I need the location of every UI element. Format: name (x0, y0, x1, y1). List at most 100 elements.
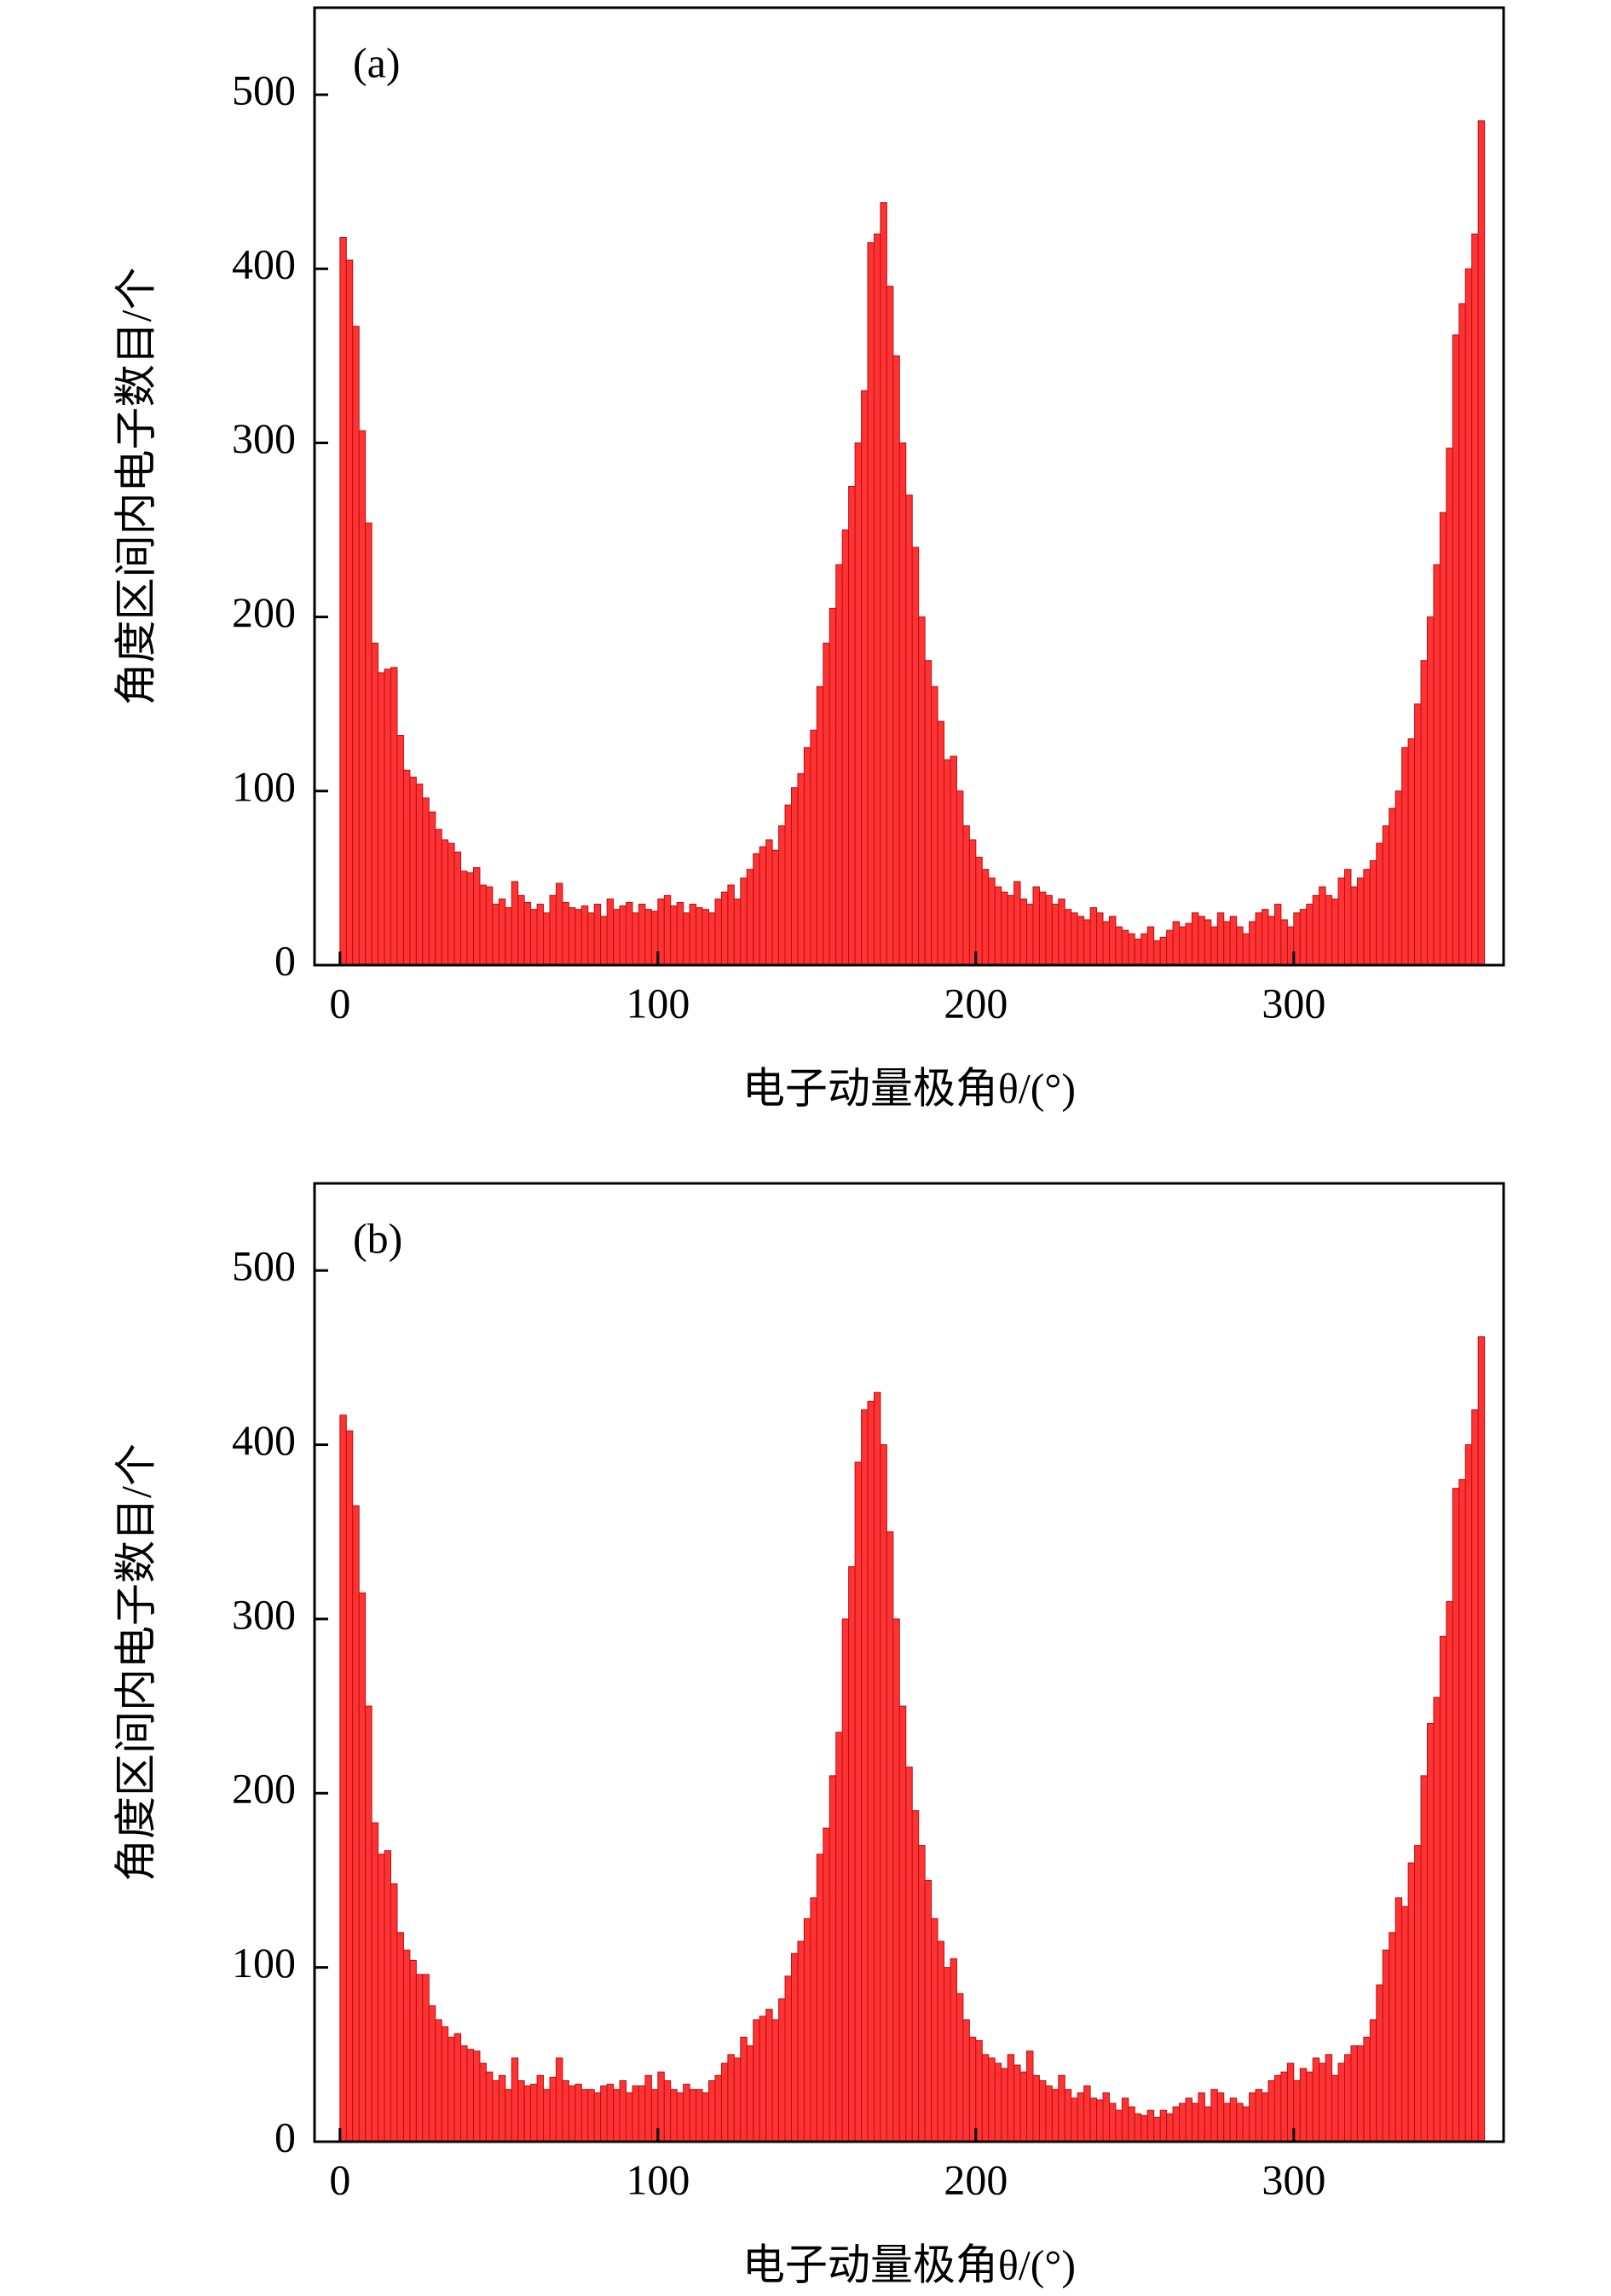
bar (492, 904, 499, 966)
bar (568, 907, 576, 966)
bar (720, 891, 729, 966)
bar (492, 2079, 499, 2143)
bar (1128, 2106, 1135, 2143)
bar (905, 1767, 913, 2143)
bar (702, 909, 710, 966)
bar (1319, 886, 1326, 966)
bar (1433, 1697, 1441, 2143)
bar (968, 839, 977, 966)
bar (409, 1959, 417, 2143)
bar (1446, 1600, 1453, 2143)
bar (498, 898, 506, 966)
bar (861, 1409, 869, 2143)
bar (1382, 1949, 1390, 2143)
bar (587, 912, 595, 966)
bar (1096, 912, 1104, 966)
bar (1102, 921, 1110, 966)
bar (803, 1917, 811, 2143)
bar (580, 905, 589, 966)
bar (771, 2019, 780, 2143)
bar (988, 877, 996, 966)
bar (1204, 919, 1212, 966)
bar (384, 1850, 392, 2143)
bar (1140, 933, 1148, 966)
panel-label: (a) (353, 38, 401, 86)
bar (746, 869, 754, 966)
bar (892, 1618, 900, 2143)
bar (415, 1974, 424, 2143)
bar (1223, 2102, 1231, 2143)
bar (1280, 919, 1288, 966)
bar (1172, 921, 1181, 966)
bar (1439, 1635, 1447, 2143)
bar (944, 759, 951, 966)
bar (1089, 2097, 1098, 2143)
bar (670, 2089, 678, 2143)
bar (829, 607, 837, 966)
bar (873, 233, 881, 966)
bar (753, 853, 760, 966)
bar (1032, 886, 1040, 966)
bar (708, 2079, 716, 2143)
bar (466, 2049, 474, 2143)
bar (1108, 2102, 1117, 2143)
bar (600, 916, 608, 966)
bar (1439, 512, 1447, 966)
bar (1058, 2074, 1065, 2143)
bar (994, 2062, 1002, 2143)
bar (1013, 2064, 1021, 2143)
bar (911, 547, 920, 966)
bar (453, 2033, 462, 2143)
bar (765, 839, 773, 966)
bar (1140, 2114, 1148, 2143)
bar (1223, 921, 1231, 966)
bar (753, 2019, 760, 2143)
bar (708, 912, 716, 966)
bar (1229, 2097, 1238, 2143)
bar (892, 355, 900, 966)
bar (848, 486, 856, 966)
bar (898, 442, 907, 966)
bar (848, 1566, 856, 2143)
bar (1420, 660, 1428, 966)
bar (613, 2089, 621, 2143)
bar (1242, 933, 1250, 966)
bar (352, 1505, 360, 2143)
bar (384, 668, 392, 966)
bar (1026, 904, 1034, 966)
bar (505, 2089, 512, 2143)
bar (1458, 303, 1466, 966)
bar (1216, 912, 1225, 966)
bar (720, 2062, 729, 2143)
bar (549, 2076, 557, 2143)
bar (1426, 1723, 1435, 2143)
y-tick-label: 300 (232, 414, 296, 462)
bar (1306, 2071, 1314, 2143)
bar (1032, 2074, 1040, 2143)
bar (823, 1827, 830, 2143)
y-tick-label: 400 (232, 1416, 296, 1464)
bar (733, 898, 742, 966)
bar (1236, 2102, 1244, 2143)
bar (352, 326, 360, 966)
bar (886, 1531, 894, 2143)
bar (1344, 2054, 1352, 2143)
x-axis-label: 电子动量极角θ/(°) (742, 2241, 1076, 2288)
bar (1433, 564, 1441, 966)
bar (1001, 891, 1008, 966)
bars (339, 1336, 1486, 2143)
y-tick-label: 300 (232, 1590, 296, 1638)
bar (1255, 912, 1263, 966)
bar (1210, 926, 1218, 966)
bar (441, 2026, 449, 2143)
panel-label: (b) (353, 1214, 402, 1262)
bar (1210, 2089, 1218, 2143)
bar (683, 2084, 690, 2143)
bars (339, 120, 1486, 966)
bar (1146, 926, 1155, 966)
bar (466, 872, 474, 966)
bar (759, 846, 767, 966)
bar (644, 2074, 652, 2143)
bar (1325, 2054, 1333, 2143)
bar (626, 2092, 633, 2143)
